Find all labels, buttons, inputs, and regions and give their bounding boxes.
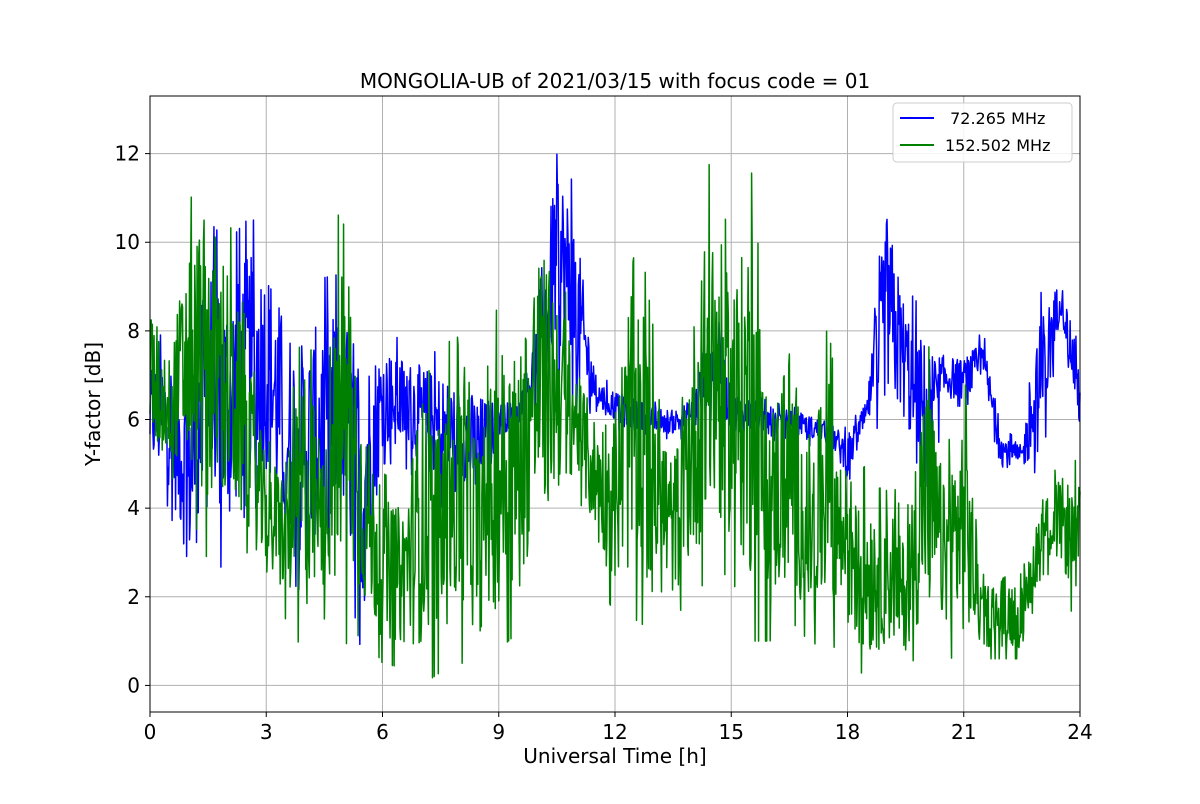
x-tick-label: 21	[951, 720, 976, 744]
y-tick-label: 10	[115, 230, 140, 254]
legend: 72.265 MHz 152.502 MHz	[892, 102, 1073, 163]
x-tick-label: 9	[492, 720, 505, 744]
y-tick-label: 4	[127, 496, 140, 520]
y-axis: 0 2 4 6 8 10 12	[115, 142, 150, 697]
x-tick-label: 12	[602, 720, 627, 744]
x-axis-label: Universal Time [h]	[523, 744, 706, 768]
legend-label-72mhz: 72.265 MHz	[945, 109, 1045, 128]
y-tick-label: 2	[127, 585, 140, 609]
x-tick-label: 24	[1067, 720, 1092, 744]
y-tick-label: 0	[127, 673, 140, 697]
y-tick-label: 6	[127, 408, 140, 432]
legend-label-152mhz: 152.502 MHz	[945, 136, 1050, 155]
x-tick-label: 18	[835, 720, 860, 744]
x-tick-label: 0	[144, 720, 157, 744]
legend-box	[892, 102, 1073, 163]
x-tick-label: 15	[719, 720, 744, 744]
y-tick-label: 12	[115, 142, 140, 166]
series-line-1	[149, 163, 1081, 679]
x-tick-label: 3	[260, 720, 273, 744]
x-tick-label: 6	[376, 720, 389, 744]
y-tick-label: 8	[127, 319, 140, 343]
x-axis: 0 3 6 9 12 15 18 21 24	[144, 712, 1093, 744]
series-group	[149, 153, 1081, 679]
y-axis-label: Y-factor [dB]	[81, 342, 105, 467]
chart-title: MONGOLIA-UB of 2021/03/15 with focus cod…	[360, 69, 870, 93]
